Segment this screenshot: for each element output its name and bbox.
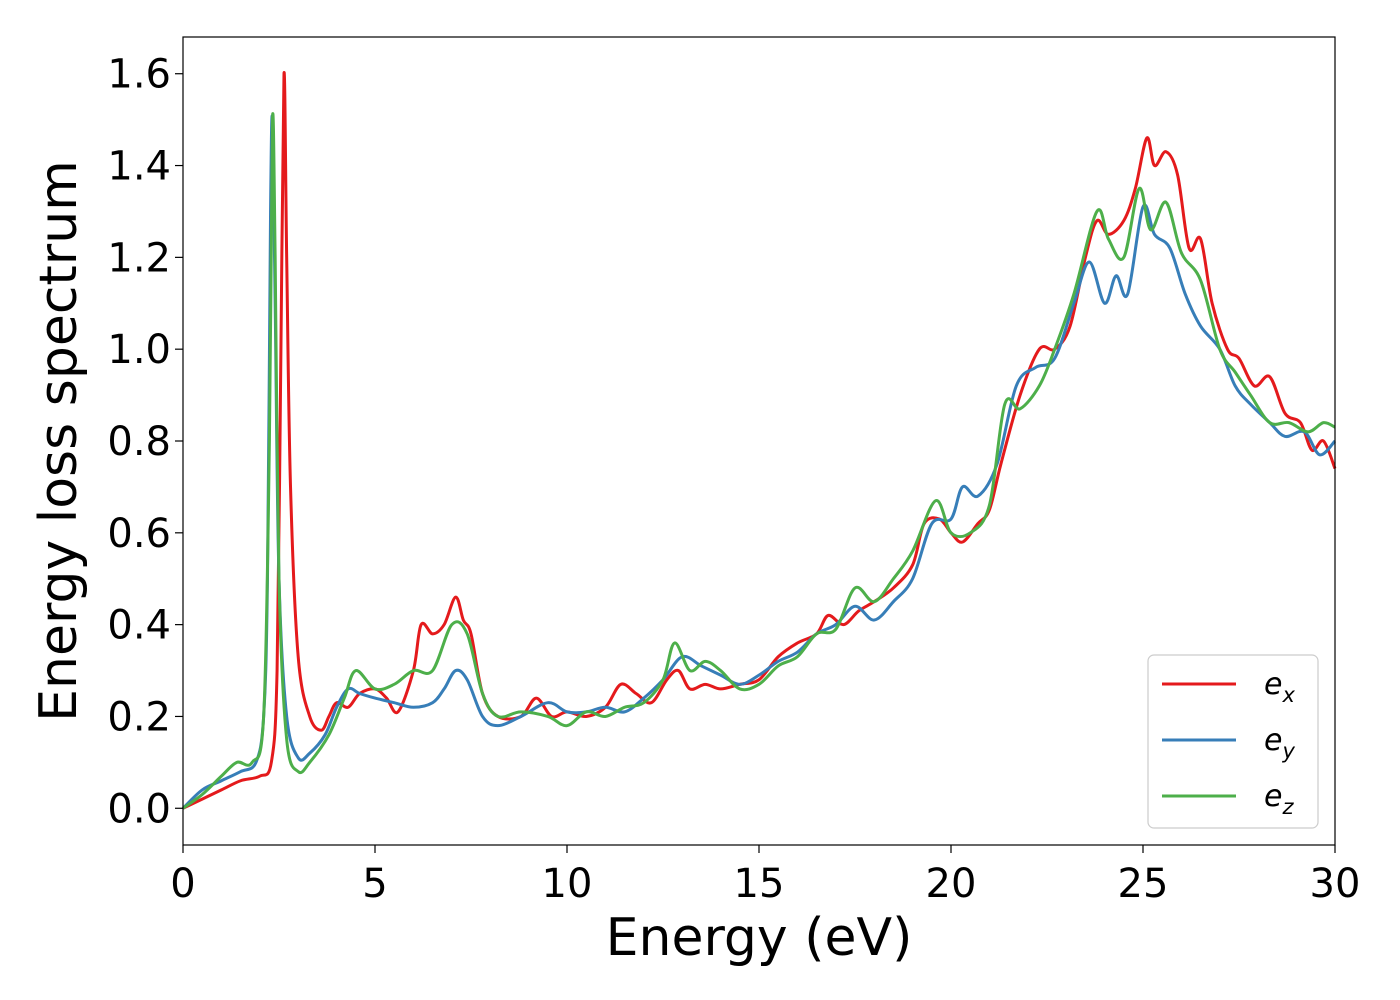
x-tick-label: 25 [1118,861,1169,907]
y-axis-label: Energy loss spectrum [29,160,89,722]
x-axis: 0 5 10 15 20 25 30 [170,845,1360,907]
y-tick-label: 0.2 [107,694,171,740]
y-tick-label: 0.8 [107,419,171,465]
y-tick-label: 0.0 [107,786,171,832]
series-line-x [182,71,1337,810]
x-tick-label: 0 [170,861,195,907]
y-tick-label: 1.4 [107,144,171,190]
y-tick-label: 0.6 [107,511,171,557]
series-layer [181,71,1337,810]
x-tick-label: 15 [734,861,785,907]
legend-label-x: ex [1264,667,1295,707]
y-tick-label: 1.2 [107,235,171,281]
x-axis-label: Energy (eV) [606,908,913,968]
legend-label-z: ez [1264,779,1294,819]
y-tick-label: 1.0 [107,327,171,373]
x-tick-label: 20 [926,861,977,907]
x-tick-label: 30 [1310,861,1361,907]
y-tick-label: 0.4 [107,603,171,649]
y-axis: 0.0 0.2 0.4 0.6 0.8 1.0 1.2 1.4 1.6 [107,52,183,832]
legend: ex ey ez [1147,654,1319,829]
series-line-z [182,112,1336,810]
y-tick-label: 1.6 [107,52,171,98]
x-tick-label: 5 [362,861,387,907]
x-tick-label: 10 [542,861,593,907]
legend-label-y: ey [1264,723,1295,763]
